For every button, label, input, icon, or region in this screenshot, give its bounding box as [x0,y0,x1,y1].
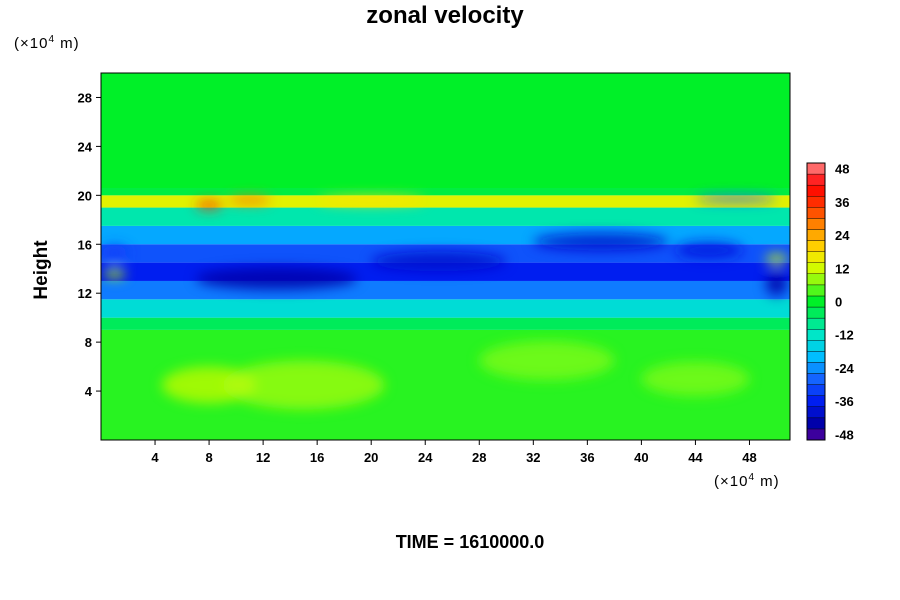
colorbar-tick-label: 24 [835,228,850,243]
heatmap-feature [765,271,788,296]
colorbar-swatch [806,162,826,175]
colorbar-tick-label: 12 [835,261,849,276]
heatmap-band [101,195,790,208]
colorbar-swatch [806,340,826,352]
colorbar-tick-label: 0 [835,295,842,310]
colorbar-swatch [806,384,826,396]
x-unit-exponent: 4 [748,472,756,483]
colorbar-swatch [806,406,826,419]
chart-title: zonal velocity [366,2,524,29]
colorbar: 48 36 24 12 0 -12 -24 -36 -48 [806,162,855,442]
heatmap-feature [317,195,426,205]
y-tick-label: 4 [85,384,93,399]
colorbar-swatch [806,229,826,241]
colorbar-tick-label: 36 [835,195,849,210]
colorbar-swatch [806,329,826,341]
y-tick-label: 12 [78,286,92,301]
y-axis-ticks: 4 8 12 16 20 24 28 [78,90,101,399]
colorbar-swatch [806,284,826,297]
colorbar-tick-label: -24 [835,361,855,376]
colorbar-tick-label: -12 [835,328,854,343]
x-axis-unit: (×104 m) [714,472,780,490]
colorbar-swatch [806,362,826,374]
time-label: TIME = 1610000.0 [395,532,545,552]
heatmap-feature [101,245,129,261]
y-tick-label: 28 [78,90,92,105]
colorbar-swatch [806,306,826,319]
heatmap-feature [195,200,223,210]
heatmap-band [101,207,790,226]
x-tick-label: 24 [418,450,433,465]
y-tick-label: 20 [78,188,92,203]
heatmap-feature [103,268,126,279]
heatmap-feature [695,195,777,203]
y-unit-exponent: 4 [48,34,56,45]
colorbar-swatch [806,273,826,286]
x-tick-label: 36 [580,450,594,465]
heatmap-feature [195,267,358,290]
plot-frame [100,72,791,441]
y-tick-label: 8 [85,335,92,350]
colorbar-swatch [806,262,826,275]
colorbar-tick-label: -48 [835,427,854,442]
x-unit-prefix: (×10 [714,473,749,490]
y-tick-label: 16 [78,237,92,252]
y-axis-unit: (×104 m) [14,34,80,52]
colorbar-swatch [806,251,826,263]
colorbar-swatch [806,351,826,363]
x-tick-label: 16 [310,450,324,465]
colorbar-swatch [806,317,826,330]
x-tick-label: 4 [151,450,159,465]
heatmap-band [101,187,790,196]
heatmap-feature [533,233,669,251]
heatmap-feature [227,196,272,204]
heatmap-feature [765,254,788,264]
colorbar-swatch [806,395,826,407]
heatmap-band [101,299,790,318]
heatmap-feature [641,361,750,396]
colorbar-swatch [806,428,826,441]
colorbar-frame [806,162,826,441]
y-unit-suffix: m) [55,35,80,52]
heatmap-band [101,225,790,245]
x-tick-label: 48 [742,450,756,465]
heatmap-band [101,73,790,188]
colorbar-tick-label: -36 [835,394,854,409]
colorbar-swatch [806,373,826,385]
colorbar-swatch [806,240,826,252]
heatmap-feature [222,360,385,410]
x-tick-label: 40 [634,450,648,465]
colorbar-swatch [806,295,826,308]
colorbar-tick-label: 48 [835,162,849,177]
x-tick-label: 20 [364,450,378,465]
heatmap-feature [161,366,257,404]
x-tick-label: 28 [472,450,486,465]
colorbar-swatch [806,218,826,230]
heatmap-band [101,280,790,300]
plot-features [101,195,788,410]
x-tick-label: 8 [205,450,212,465]
x-tick-label: 12 [256,450,270,465]
y-unit-prefix: (×10 [14,35,49,52]
colorbar-swatch [806,184,826,197]
x-unit-suffix: m) [755,473,780,490]
colorbar-swatch [806,173,826,186]
heatmap-feature [675,241,743,259]
heatmap-band [101,317,790,330]
colorbar-swatch [806,417,826,430]
heatmap-feature [479,340,615,381]
y-tick-label: 24 [78,139,93,154]
colorbar-swatch [806,196,826,208]
x-tick-label: 32 [526,450,540,465]
x-tick-label: 44 [688,450,703,465]
x-axis-ticks: 4 8 12 16 20 24 28 32 36 40 44 48 [151,440,757,465]
heatmap-feature [371,251,507,272]
colorbar-swatch [806,207,826,219]
